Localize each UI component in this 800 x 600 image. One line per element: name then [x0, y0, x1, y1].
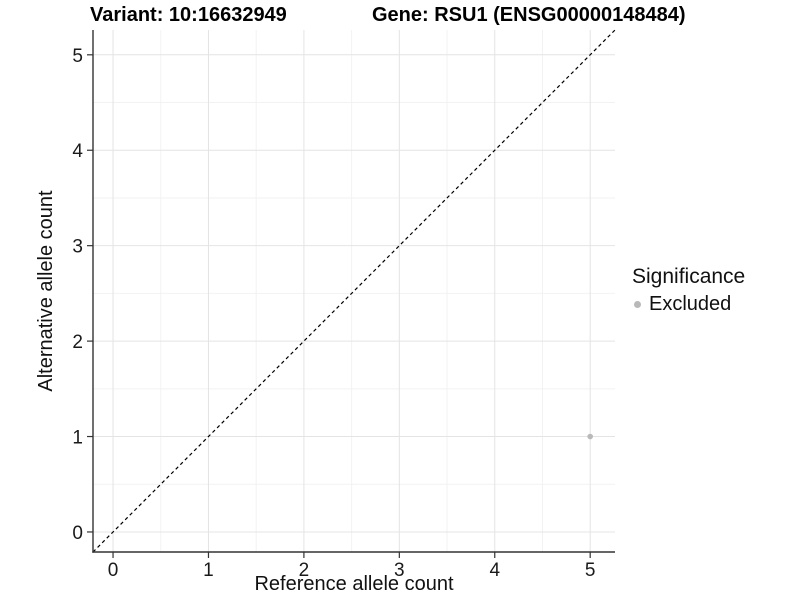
plot-title-variant: Variant: 10:16632949 [90, 4, 287, 26]
x-tick-label: 5 [585, 560, 596, 581]
y-tick-label: 5 [72, 46, 83, 67]
major-gridlines [93, 30, 615, 552]
legend-item-label: Excluded [649, 293, 732, 315]
legend: Significance Excluded [632, 264, 745, 316]
x-tick-label: 4 [489, 560, 500, 581]
data-point [587, 433, 593, 440]
y-tick-label: 2 [72, 332, 83, 353]
y-tick-label: 1 [72, 428, 83, 449]
legend-title: Significance [632, 265, 746, 288]
x-axis-title: Reference allele count [254, 573, 454, 595]
legend-item-excluded: Excluded [632, 292, 745, 316]
axis-lines [92, 30, 615, 553]
data-points [587, 433, 593, 440]
y-axis-title: Alternative allele count [35, 190, 57, 392]
axis-tick-marks [87, 54, 591, 558]
x-tick-label: 1 [203, 560, 214, 581]
legend-point-marker-icon [634, 300, 641, 308]
axis-tick-labels: 0 1 2 3 4 5 0 1 2 3 4 5 [72, 46, 595, 581]
x-tick-label: 2 [299, 560, 310, 581]
identity-line [92, 29, 616, 553]
x-tick-label: 0 [108, 560, 119, 581]
minor-gridlines [93, 30, 615, 552]
plot-title-gene: Gene: RSU1 (ENSG00000148484) [372, 4, 686, 26]
y-tick-label: 0 [72, 523, 83, 544]
x-tick-label: 3 [394, 560, 405, 581]
y-tick-label: 3 [72, 237, 83, 258]
identity-dashed-line [92, 29, 616, 553]
y-tick-label: 4 [72, 141, 83, 162]
